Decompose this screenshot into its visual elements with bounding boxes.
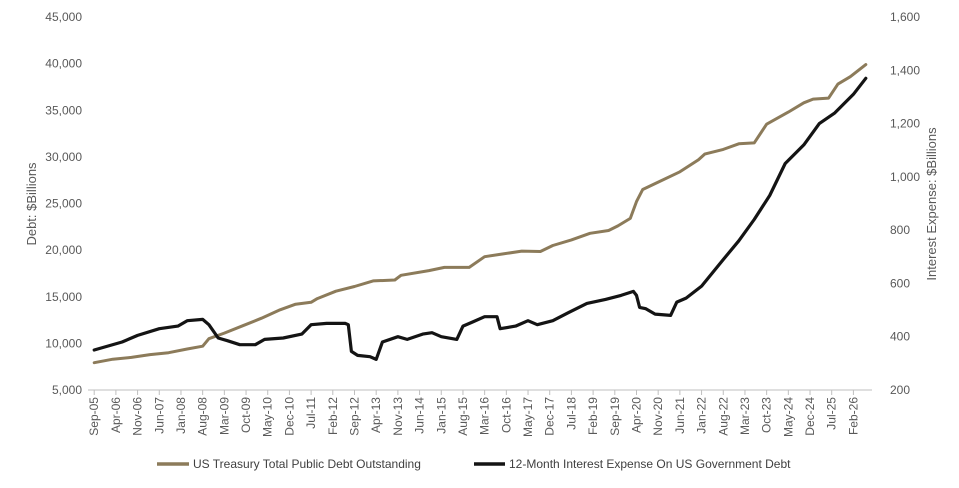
x-tick-label: Nov-13 xyxy=(391,397,405,436)
y-right-tick-label: 1,000 xyxy=(890,170,920,184)
series-line-debt xyxy=(92,63,868,365)
x-tick-label: Aug-08 xyxy=(196,397,210,436)
x-tick-label: Aug-15 xyxy=(456,397,470,436)
x-tick-label: Feb-19 xyxy=(586,397,600,435)
y-right-tick-label: 1,600 xyxy=(890,10,920,24)
x-tick-label: Mar-09 xyxy=(217,397,231,435)
legend: US Treasury Total Public Debt Outstandin… xyxy=(157,457,791,471)
x-tick-label: Jul-25 xyxy=(825,397,839,430)
x-tick-label: Jun-07 xyxy=(152,397,166,434)
y-left-tick-label: 15,000 xyxy=(45,290,82,304)
y-right-tick-label: 1,400 xyxy=(890,63,920,77)
x-tick-label: Jul-11 xyxy=(304,397,318,429)
x-tick-label: Dec-17 xyxy=(543,397,557,436)
y-left-tick-label: 30,000 xyxy=(45,150,82,164)
x-tick-label: May-10 xyxy=(261,397,275,437)
x-tick-label: Aug-22 xyxy=(716,397,730,436)
x-tick-label: Feb-12 xyxy=(326,397,340,435)
x-tick-label: Oct-09 xyxy=(239,397,253,433)
legend-label-interest: 12-Month Interest Expense On US Governme… xyxy=(509,457,791,471)
x-tick-label: Mar-23 xyxy=(738,397,752,435)
x-tick-label: Feb-26 xyxy=(846,397,860,435)
x-tick-label: Dec-24 xyxy=(803,397,817,436)
x-tick-label: Nov-06 xyxy=(131,397,145,436)
y-left-tick-label: 10,000 xyxy=(45,336,82,350)
x-tick-label: Oct-16 xyxy=(499,397,513,433)
y-axis-left-title: Debt: $Billions xyxy=(24,162,39,246)
x-tick-label: Apr-13 xyxy=(369,397,383,433)
y-left-tick-label: 5,000 xyxy=(52,383,82,397)
x-tick-label: Nov-20 xyxy=(651,397,665,436)
x-tick-label: Jan-22 xyxy=(695,397,709,434)
x-tick-label: Dec-10 xyxy=(282,397,296,436)
x-tick-label: May-24 xyxy=(781,397,795,437)
x-tick-label: Sep-12 xyxy=(347,397,361,436)
x-tick-label: Sep-19 xyxy=(608,397,622,436)
x-tick-label: Mar-16 xyxy=(478,397,492,435)
x-tick-label: Jul-18 xyxy=(564,397,578,430)
x-tick-label: Jan-08 xyxy=(174,397,188,434)
y-right-tick-label: 600 xyxy=(890,276,910,290)
x-tick-label: May-17 xyxy=(521,397,535,437)
y-right-tick-label: 200 xyxy=(890,383,910,397)
y-axis-right-title: Interest Expense: $Billions xyxy=(924,127,939,281)
y-left-tick-label: 25,000 xyxy=(45,197,82,211)
y-left-tick-label: 45,000 xyxy=(45,10,82,24)
x-tick-label: Apr-06 xyxy=(109,397,123,433)
y-right-tick-label: 400 xyxy=(890,330,910,344)
y-left-tick-label: 20,000 xyxy=(45,243,82,257)
x-tick-label: Jan-15 xyxy=(434,397,448,434)
series-line-interest xyxy=(92,76,868,361)
x-tick-label: Jun-14 xyxy=(413,397,427,434)
y-left-tick-label: 35,000 xyxy=(45,103,82,117)
x-tick-label: Sep-05 xyxy=(87,397,101,436)
y-right-tick-label: 800 xyxy=(890,223,910,237)
y-right-tick-label: 1,200 xyxy=(890,117,920,131)
x-tick-label: Jun-21 xyxy=(673,397,687,434)
legend-label-debt: US Treasury Total Public Debt Outstandin… xyxy=(193,457,421,471)
x-tick-label: Apr-20 xyxy=(629,397,643,433)
y-left-tick-label: 40,000 xyxy=(45,57,82,71)
x-tick-label: Oct-23 xyxy=(760,397,774,433)
